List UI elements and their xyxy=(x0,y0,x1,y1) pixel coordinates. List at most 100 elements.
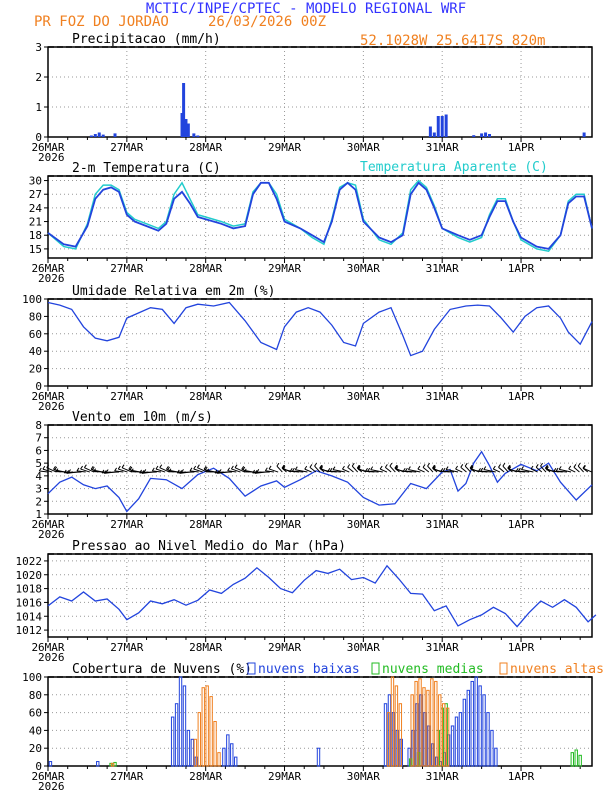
wind-barb-flag xyxy=(370,466,374,470)
wind-barb-flag xyxy=(159,464,163,468)
cloud-bar xyxy=(438,694,442,767)
precip-bar xyxy=(182,83,186,137)
cloud-bar xyxy=(394,685,399,767)
main-title: MCTIC/INPE/CPTEC - MODELO REGIONAL WRF xyxy=(146,1,466,17)
wind-barb-flag xyxy=(103,470,107,474)
wind-barb-flag xyxy=(206,468,209,473)
cloud-bar xyxy=(170,716,175,767)
cloud-bar xyxy=(222,747,226,767)
wind-title: Vento em 10m (m/s) xyxy=(72,410,213,425)
wind-barb xyxy=(304,468,312,473)
wind-barb xyxy=(84,467,95,473)
cloud-bar xyxy=(454,716,459,767)
wind-barb-flag xyxy=(216,470,220,474)
x-year-label: 2026 xyxy=(38,400,65,413)
x-tick-label: 31MAR xyxy=(426,262,459,275)
precip-title: Precipitacao (mm/h) xyxy=(72,32,221,47)
wind-barb xyxy=(370,469,383,473)
wind-barb-flag xyxy=(166,466,169,470)
cloud-bar xyxy=(316,747,321,767)
wind-barb-flag xyxy=(55,468,59,472)
wind-barb-flag xyxy=(91,466,95,471)
wind-barb-flag xyxy=(394,464,398,469)
wind-barb-flag xyxy=(432,464,435,469)
x-tick-label: 30MAR xyxy=(347,141,380,154)
legend-label: nuvens altas xyxy=(510,662,604,677)
wind-barb-flag xyxy=(179,470,183,474)
wind-barb xyxy=(332,469,346,473)
wind-barb-flag xyxy=(507,465,511,469)
x-tick-label: 29MAR xyxy=(268,518,301,531)
x-tick-label: 29MAR xyxy=(268,262,301,275)
wind-barb-flag xyxy=(422,464,426,468)
y-tick-label: 1016 xyxy=(16,596,43,609)
wind-barb xyxy=(518,470,530,473)
wind-barb-flag xyxy=(357,465,361,469)
wind-barb xyxy=(385,466,392,473)
wind-barb xyxy=(493,468,501,473)
cloud-bar xyxy=(398,703,403,767)
wind-barb-flag xyxy=(252,469,256,474)
wind-barb xyxy=(483,469,496,473)
wind-barb xyxy=(422,466,430,473)
legend-label: nuvens baixas xyxy=(258,662,360,677)
wind-barb xyxy=(189,470,199,473)
wind-barb xyxy=(521,468,534,473)
cloud-bar xyxy=(234,756,238,767)
y-tick-label: 30 xyxy=(29,175,42,188)
wind-barb-flag xyxy=(480,467,484,472)
wind-barb-flag xyxy=(105,469,109,473)
y-tick-label: 6 xyxy=(35,444,42,457)
precip-bar xyxy=(484,132,488,137)
precip-bar xyxy=(184,119,188,137)
wind-barb-flag xyxy=(243,468,247,473)
cloud-bar xyxy=(182,685,187,767)
legend-swatch xyxy=(247,662,256,675)
wind-barb-flag xyxy=(433,466,436,470)
wind-barb-flag xyxy=(460,464,464,468)
wind-barb-flag xyxy=(483,466,487,470)
cloud-bar xyxy=(462,698,467,767)
wind-barb-flag xyxy=(432,465,436,469)
x-tick-label: 28MAR xyxy=(189,770,222,783)
wind-barb-flag xyxy=(319,464,323,469)
y-tick-label: 60 xyxy=(29,328,42,341)
precip-bar xyxy=(488,134,492,137)
x-tick-label: 27MAR xyxy=(110,141,143,154)
wind-barb xyxy=(568,468,576,473)
x-tick-label: 30MAR xyxy=(347,770,380,783)
precip-bar xyxy=(192,133,196,137)
y-tick-label: 40 xyxy=(29,724,42,737)
clouds-panel: 0 20 40 60 80 100 26MAR 27MAR 28MAR 29MAR 30MAR 31M… xyxy=(22,662,604,792)
wind-barb xyxy=(530,468,538,473)
y-tick-label: 7 xyxy=(35,432,42,445)
wind-barb xyxy=(234,467,245,473)
wind-barb-flag xyxy=(68,469,71,473)
wind-barb-flag xyxy=(139,469,143,474)
wind-barb-flag xyxy=(329,467,333,472)
wind-barb xyxy=(227,470,237,473)
wind-barb xyxy=(389,465,396,473)
wind-barb-flag xyxy=(558,466,562,470)
y-tick-label: 21 xyxy=(29,216,42,229)
rh-title: Umidade Relativa em 2m (%) xyxy=(72,284,276,299)
y-tick-label: 1018 xyxy=(16,583,43,596)
pressure-line xyxy=(47,564,597,628)
apparent-temp-line xyxy=(47,179,593,253)
x-year-label: 2026 xyxy=(38,780,65,792)
x-tick-label: 30MAR xyxy=(347,390,380,403)
cloud-bar xyxy=(426,689,430,767)
legend-swatch xyxy=(499,662,508,675)
legend-swatch xyxy=(371,662,380,675)
y-tick-label: 1020 xyxy=(16,569,43,582)
wind-barb-flag xyxy=(545,466,549,470)
wind-barb-flag xyxy=(367,467,371,472)
wind-barb-flag xyxy=(478,468,481,472)
wind-barb xyxy=(583,468,593,473)
wind-barb-flag xyxy=(319,465,323,469)
precip-bar xyxy=(101,134,105,137)
wind-barb-flag xyxy=(545,465,549,469)
location-label: PR FOZ DO JORDAO xyxy=(34,14,169,30)
wind-barb xyxy=(152,470,162,473)
